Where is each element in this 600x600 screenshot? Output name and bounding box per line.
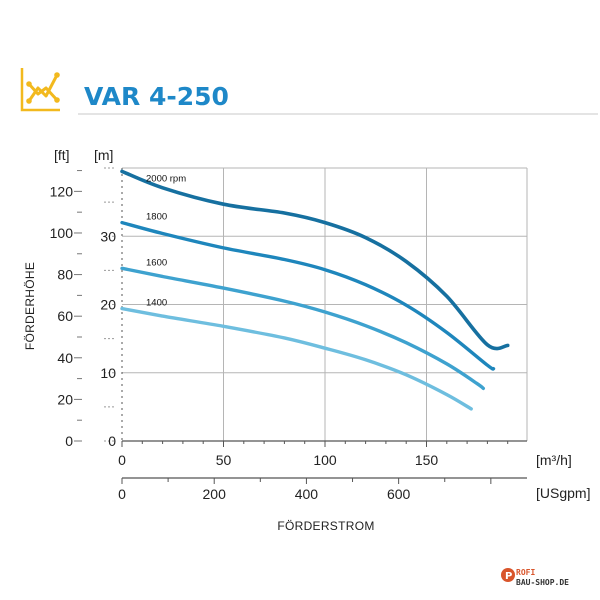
header: VAR 4-250 [20, 68, 598, 115]
y-secondary-tick-label: 80 [57, 267, 73, 283]
svg-text:P: P [505, 571, 512, 582]
y-secondary-tick-label: 0 [65, 433, 73, 449]
y-secondary-tick-label: 20 [57, 391, 73, 407]
y-tick-label: 20 [100, 297, 116, 313]
logo-line2: BAU-SHOP.DE [516, 578, 569, 587]
x-unit: [m³/h] [536, 452, 572, 468]
tick-labels: 0 10 20 30 0 20 40 60 80 100 120 0 50 100 150 0 200 400 60… [50, 183, 439, 502]
series-label: 1400 [146, 298, 167, 309]
series-curve-1 [120, 169, 510, 351]
x-secondary-tick-label: 600 [387, 486, 411, 502]
series-label: 2000 rpm [146, 173, 186, 184]
chart-title: VAR 4-250 [84, 82, 229, 111]
x-secondary-tick-label: 400 [295, 486, 319, 502]
series-curve-4 [120, 306, 473, 411]
series-labels: 2000 rpm 1800 1600 1400 [146, 173, 186, 308]
y-unit: [m] [94, 147, 113, 163]
series-label: 1800 [146, 212, 167, 223]
series-curve-3 [120, 266, 485, 391]
series-label: 1600 [146, 257, 167, 268]
x-unit-secondary: [USgpm] [536, 485, 590, 501]
logo-line1: ROFI [516, 568, 535, 577]
x-tick-label: 150 [415, 452, 439, 468]
y-tick-label: 10 [100, 365, 116, 381]
series [120, 169, 510, 411]
y-secondary-tick-label: 100 [50, 225, 74, 241]
y-secondary-tick-label: 60 [57, 308, 73, 324]
y-axis-title: FÖRDERHÖHE [23, 262, 37, 350]
x-tick-label: 100 [313, 452, 337, 468]
line-chart-icon [20, 68, 60, 112]
y-secondary-tick-label: 40 [57, 350, 73, 366]
x-secondary-tick-label: 200 [203, 486, 227, 502]
profi-bau-shop-logo: P ROFI BAU-SHOP.DE [501, 568, 569, 587]
y-secondary-tick-label: 120 [50, 183, 74, 199]
x-tick-label: 0 [118, 452, 126, 468]
x-axis-title: FÖRDERSTROM [277, 519, 374, 533]
grid [122, 167, 528, 441]
y-unit-secondary: [ft] [54, 147, 70, 163]
y-tick-label: 30 [100, 228, 116, 244]
y-tick-label: 0 [108, 433, 116, 449]
x-tick-label: 50 [216, 452, 232, 468]
series-curve-2 [120, 220, 496, 371]
x-secondary-tick-label: 0 [118, 486, 126, 502]
axes [74, 167, 527, 484]
